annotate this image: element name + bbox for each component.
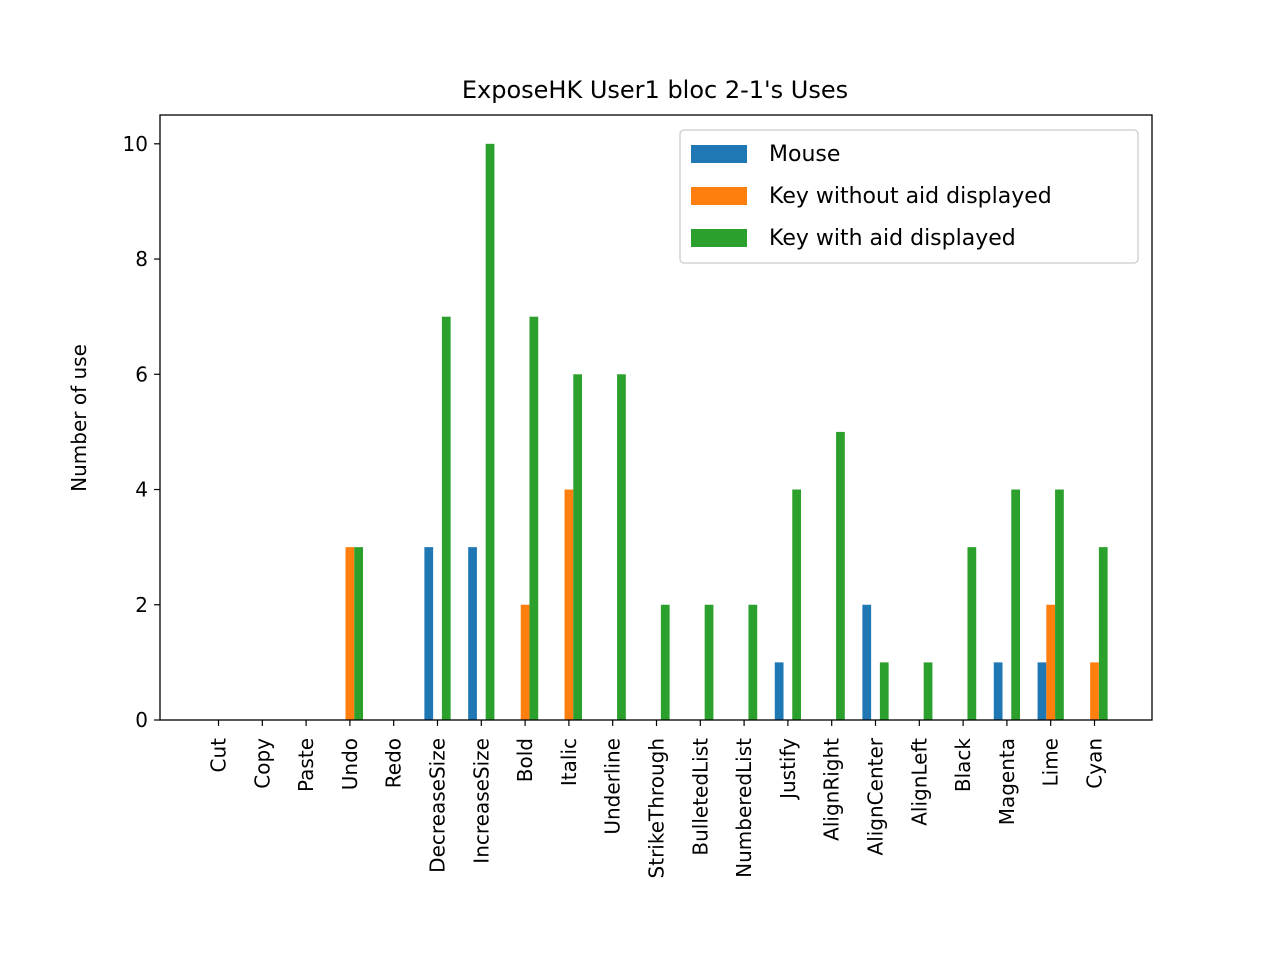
legend-label: Key with aid displayed — [769, 226, 1016, 251]
bar-key-with-aid-displayed-decreasesize — [441, 316, 451, 720]
x-tick-label: Justify — [776, 738, 800, 801]
bar-key-with-aid-displayed-aligncenter — [879, 662, 889, 720]
legend-label: Mouse — [769, 142, 840, 167]
bar-key-without-aid-displayed-undo — [345, 547, 355, 720]
bar-key-with-aid-displayed-bold — [529, 316, 539, 720]
bar-key-with-aid-displayed-alignright — [836, 431, 845, 720]
bar-key-with-aid-displayed-alignleft — [923, 662, 933, 720]
x-tick-label: AlignRight — [820, 738, 844, 841]
x-tick-label: AlignCenter — [864, 737, 888, 855]
x-tick-label: Redo — [382, 738, 406, 788]
y-tick-label: 2 — [135, 593, 148, 617]
bar-key-with-aid-displayed-justify — [792, 489, 802, 720]
bars-layer — [345, 143, 1108, 720]
chart-title: ExposeHK User1 bloc 2-1's Uses — [462, 76, 848, 104]
bar-key-with-aid-displayed-underline — [617, 374, 626, 720]
bar-key-without-aid-displayed-italic — [564, 489, 574, 720]
legend-swatch — [691, 187, 747, 205]
bar-mouse-lime — [1037, 662, 1047, 720]
bar-key-with-aid-displayed-bulletedlist — [704, 604, 714, 720]
bar-mouse-increasesize — [468, 547, 477, 720]
bar-key-with-aid-displayed-numberedlist — [748, 604, 758, 720]
y-axis-label: Number of use — [67, 344, 91, 492]
legend-swatch — [691, 229, 747, 247]
legend-swatch — [691, 145, 747, 163]
x-axis-ticks: Cut Copy Paste Undo Redo DecreaseSize Increase… — [207, 720, 1107, 878]
x-tick-label: Cut — [207, 738, 231, 773]
x-tick-label: Copy — [250, 738, 274, 789]
legend-box — [679, 129, 1139, 264]
bar-mouse-aligncenter — [862, 604, 872, 720]
x-tick-label: Undo — [338, 738, 362, 790]
bar-key-with-aid-displayed-increasesize — [485, 143, 495, 720]
bar-mouse-magenta — [993, 662, 1003, 720]
x-tick-label: Italic — [557, 738, 581, 786]
x-tick-label: StrikeThrough — [645, 738, 669, 878]
x-tick-label: Black — [951, 738, 975, 793]
x-tick-label: BulletedList — [688, 738, 712, 856]
legend-label: Key without aid displayed — [769, 184, 1052, 209]
bar-key-with-aid-displayed-lime — [1055, 489, 1064, 720]
y-tick-label: 10 — [123, 132, 148, 156]
bar-key-with-aid-displayed-cyan — [1098, 547, 1108, 720]
x-tick-label: AlignLeft — [907, 738, 931, 826]
bar-key-without-aid-displayed-bold — [520, 604, 530, 720]
bar-key-with-aid-displayed-strikethrough — [660, 604, 670, 720]
bar-key-without-aid-displayed-cyan — [1090, 662, 1099, 720]
y-axis-ticks: 0 2 4 6 8 10 — [123, 132, 160, 732]
y-tick-label: 6 — [135, 362, 148, 386]
y-tick-label: 0 — [135, 708, 148, 732]
x-tick-label: Cyan — [1083, 738, 1107, 789]
bar-key-with-aid-displayed-italic — [573, 374, 583, 720]
x-tick-label: Lime — [1039, 738, 1063, 787]
x-tick-label: Paste — [294, 738, 318, 792]
bar-key-with-aid-displayed-magenta — [1011, 489, 1021, 720]
bar-key-without-aid-displayed-lime — [1046, 604, 1056, 720]
x-tick-label: Underline — [601, 738, 625, 835]
y-tick-label: 4 — [135, 478, 148, 502]
x-tick-label: Magenta — [995, 738, 1019, 825]
bar-key-with-aid-displayed-black — [967, 547, 977, 720]
y-tick-label: 8 — [135, 247, 148, 271]
bar-mouse-justify — [774, 662, 784, 720]
x-tick-label: NumberedList — [732, 738, 756, 878]
bar-key-with-aid-displayed-undo — [354, 547, 364, 720]
plot-frame — [159, 114, 1153, 721]
x-tick-label: DecreaseSize — [426, 738, 450, 873]
x-tick-label: Bold — [513, 738, 537, 782]
legend: Mouse Key without aid displayed Key with a… — [679, 129, 1139, 264]
bar-mouse-decreasesize — [424, 547, 434, 720]
x-tick-label: IncreaseSize — [469, 738, 493, 864]
